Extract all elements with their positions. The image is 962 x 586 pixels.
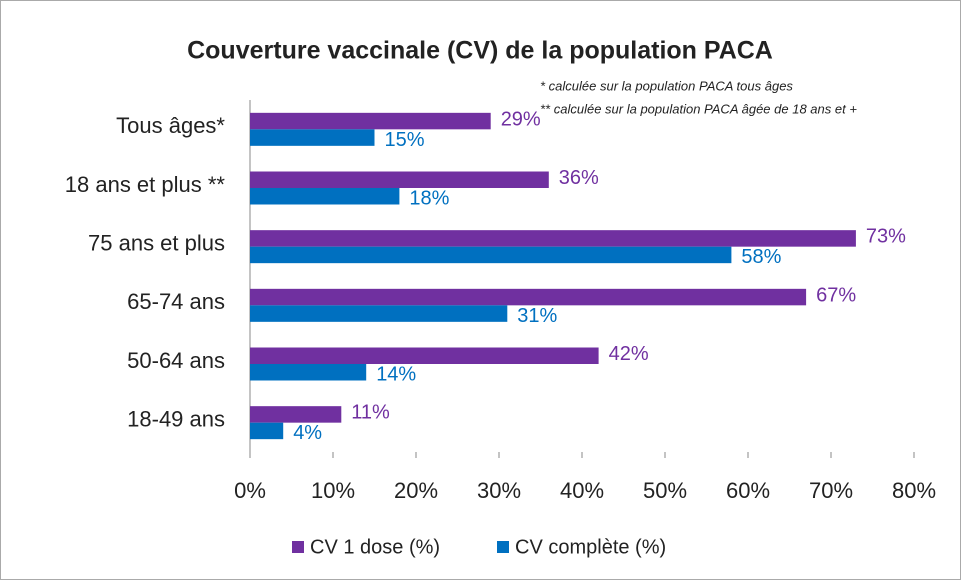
y-tick-label: Tous âges* [116, 113, 225, 138]
value-label: 4% [293, 422, 322, 444]
value-label: 29% [501, 108, 541, 130]
legend-label: CV 1 dose (%) [310, 536, 440, 558]
y-tick-label: 50-64 ans [127, 348, 225, 373]
value-label: 15% [385, 129, 425, 151]
legend-label: CV complète (%) [515, 536, 666, 558]
y-tick-label: 75 ans et plus [88, 230, 225, 255]
chart-title: Couverture vaccinale (CV) de la populati… [187, 37, 773, 65]
bar [250, 171, 549, 188]
bar [250, 129, 375, 146]
bar [250, 364, 367, 381]
bar [250, 305, 508, 322]
x-tick-label: 10% [311, 478, 355, 503]
bar [250, 288, 807, 306]
bar [250, 347, 599, 364]
value-label: 36% [559, 167, 599, 189]
legend-swatch [292, 541, 304, 553]
bar [250, 422, 284, 440]
annotation: ** calculée sur la population PACA âgée … [540, 101, 857, 116]
legend-swatch [497, 541, 509, 553]
x-tick-label: 0% [234, 478, 266, 503]
x-tick-label: 80% [892, 478, 936, 503]
value-label: 58% [741, 246, 781, 268]
y-tick-label: 18 ans et plus ** [65, 172, 226, 197]
y-tick-label: 18-49 ans [127, 406, 225, 431]
x-tick-label: 30% [477, 478, 521, 503]
bar [250, 112, 491, 130]
annotation: * calculée sur la population PACA tous â… [540, 78, 793, 93]
value-label: 18% [409, 188, 449, 210]
value-label: 14% [376, 364, 416, 386]
value-label: 67% [816, 284, 856, 306]
x-tick-label: 40% [560, 478, 604, 503]
bar [250, 246, 732, 264]
x-tick-label: 20% [394, 478, 438, 503]
x-tick-label: 50% [643, 478, 687, 503]
value-label: 11% [351, 402, 390, 424]
value-label: 31% [517, 305, 557, 327]
value-label: 73% [866, 226, 906, 248]
bar [250, 406, 342, 423]
x-tick-label: 70% [809, 478, 853, 503]
x-tick-label: 60% [726, 478, 770, 503]
y-tick-label: 65-74 ans [127, 289, 225, 314]
bar [250, 230, 856, 247]
value-label: 42% [609, 343, 649, 365]
bar [250, 188, 400, 205]
